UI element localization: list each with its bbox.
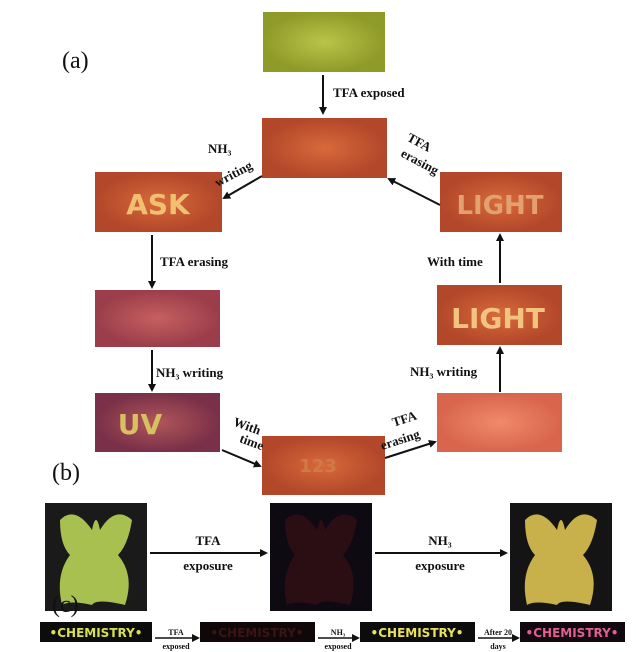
photo-text: •CHEMISTRY• (371, 626, 464, 640)
arrow-label: exposure (415, 558, 465, 573)
photo (262, 436, 385, 495)
photo-text: UV (118, 408, 163, 441)
photo-text: LIGHT (456, 191, 543, 221)
photo (262, 118, 387, 178)
photo (437, 285, 562, 345)
arrow (221, 449, 262, 468)
photo (200, 622, 315, 642)
arrow (222, 175, 263, 200)
arrow-label: NH₃ (428, 533, 452, 548)
butterfly (59, 514, 132, 605)
arrow (387, 178, 441, 206)
photo (520, 622, 625, 642)
photo-text: •CHEMISTRY• (211, 626, 304, 640)
arrow-label: NH₃ writing (410, 364, 478, 379)
photo (360, 622, 475, 642)
arrow-label: exposure (183, 558, 233, 573)
photo (440, 172, 562, 232)
photo (95, 172, 222, 232)
panel-label: (a) (62, 48, 89, 74)
arrow-label: NH₃ writing (156, 365, 224, 380)
arrow-label: NH₃ (208, 141, 232, 156)
panel-label: (c) (52, 592, 79, 618)
photo (95, 393, 220, 452)
arrow-label: TFA erasing (160, 254, 229, 269)
photo-text: LIGHT (451, 302, 545, 335)
arrow-label: days (490, 642, 506, 651)
butterfly (284, 514, 357, 605)
photo (437, 393, 562, 452)
arrow (384, 440, 437, 459)
photo-text: 123 (299, 456, 337, 477)
arrow-label: TFA exposed (333, 85, 405, 100)
photo (40, 622, 152, 642)
arrow-label: TFA (195, 533, 221, 548)
photo-text: ASK (126, 188, 191, 221)
arrow-label: NH₃ (331, 628, 346, 637)
arrow-label: After 20 (484, 628, 512, 637)
arrow-label: time (238, 431, 266, 454)
arrow-label: TFA (168, 628, 184, 637)
photo-text: •CHEMISTRY• (526, 626, 619, 640)
arrow-label: exposed (324, 642, 352, 651)
photo-text: •CHEMISTRY• (50, 626, 143, 640)
arrow-label: exposed (162, 642, 190, 651)
arrow-label: With time (427, 254, 483, 269)
panel-label: (b) (52, 460, 80, 486)
photo (263, 12, 385, 72)
butterfly (524, 514, 597, 605)
photo (95, 290, 220, 347)
